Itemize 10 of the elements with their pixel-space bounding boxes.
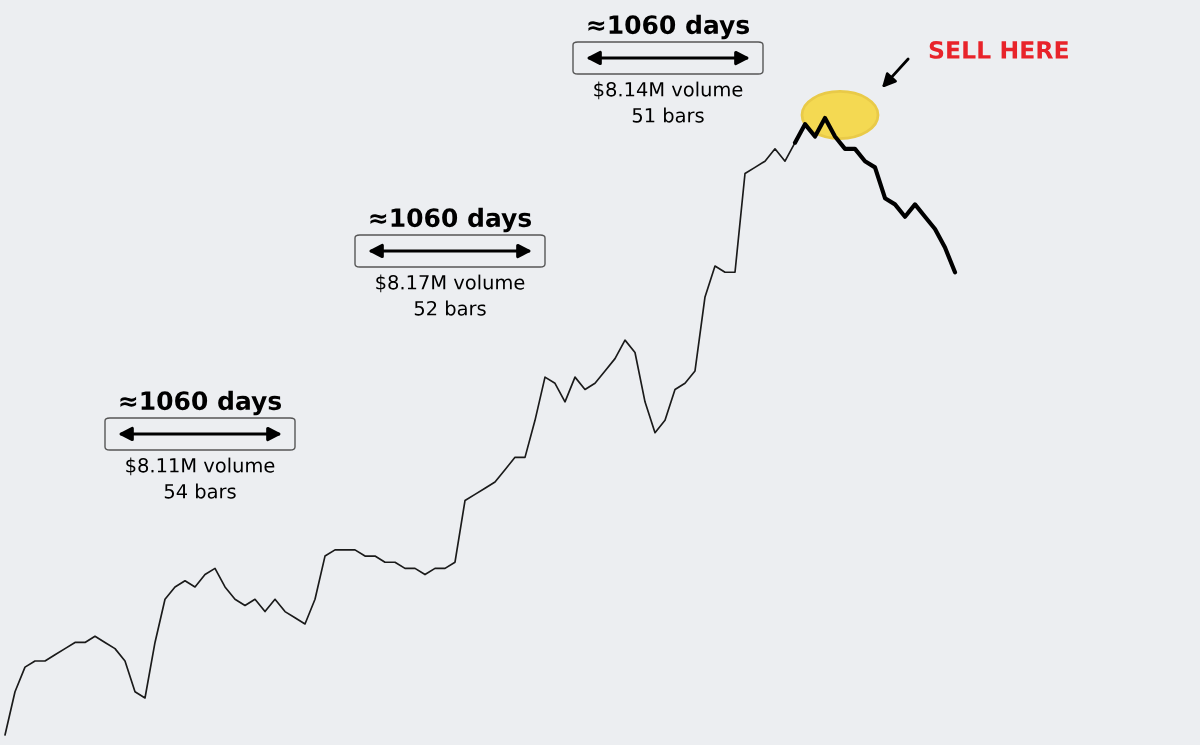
annotation: ≈1060 days (370, 207, 532, 233)
text: ≈1060 days (588, 14, 750, 40)
annotation: 52 bars (414, 300, 486, 316)
annotation: 51 bars (632, 107, 704, 123)
annotation: $8.17M volume (376, 274, 525, 293)
text: $8.14M volume (594, 81, 743, 100)
annotation: 54 bars (164, 483, 236, 499)
text: SELL HERE (929, 40, 1068, 59)
annotation: $8.11M volume (126, 457, 275, 476)
annotation: ≈1060 days (120, 390, 282, 416)
